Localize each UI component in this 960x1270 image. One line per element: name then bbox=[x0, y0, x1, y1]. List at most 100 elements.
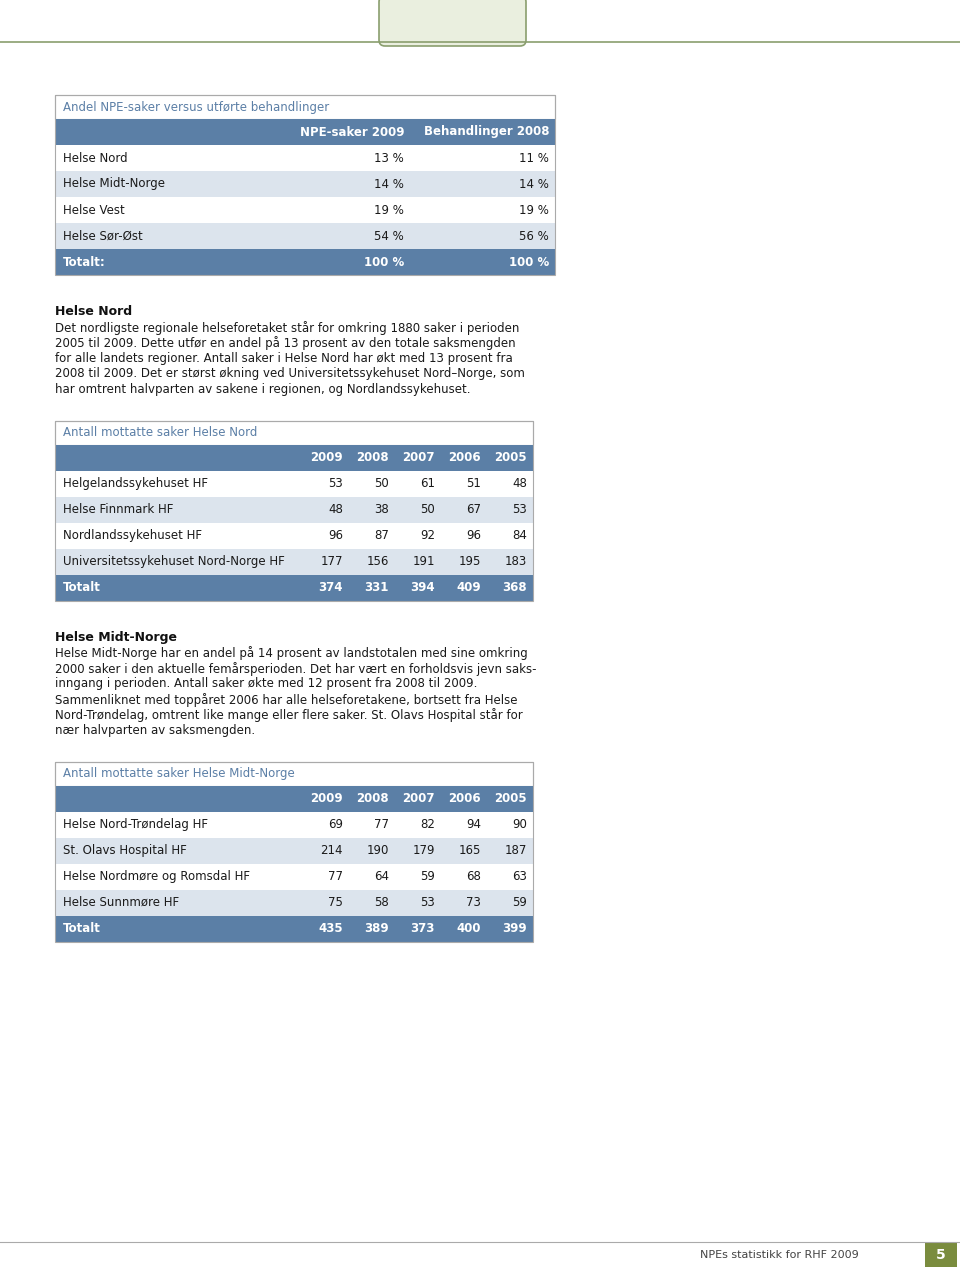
Text: 59: 59 bbox=[420, 870, 435, 883]
Text: 100 %: 100 % bbox=[509, 255, 549, 268]
Text: 54 %: 54 % bbox=[374, 230, 404, 243]
FancyBboxPatch shape bbox=[55, 420, 533, 444]
Text: 96: 96 bbox=[466, 530, 481, 542]
Text: 56 %: 56 % bbox=[519, 230, 549, 243]
Text: 400: 400 bbox=[457, 922, 481, 935]
Text: Totalt: Totalt bbox=[63, 922, 101, 935]
Text: 373: 373 bbox=[411, 922, 435, 935]
Text: 53: 53 bbox=[513, 503, 527, 516]
Text: 331: 331 bbox=[365, 580, 389, 594]
Text: Sammenliknet med toppåret 2006 har alle helseforetakene, bortsett fra Helse: Sammenliknet med toppåret 2006 har alle … bbox=[55, 693, 517, 707]
Text: for alle landets regioner. Antall saker i Helse Nord har økt med 13 prosent fra: for alle landets regioner. Antall saker … bbox=[55, 352, 513, 364]
FancyBboxPatch shape bbox=[55, 916, 533, 941]
Text: 2008: 2008 bbox=[356, 451, 389, 464]
Text: Helse Nord: Helse Nord bbox=[55, 305, 132, 318]
Text: 82: 82 bbox=[420, 818, 435, 831]
Text: 190: 190 bbox=[367, 845, 389, 857]
Text: 19 %: 19 % bbox=[519, 203, 549, 216]
FancyBboxPatch shape bbox=[925, 1243, 957, 1267]
Text: Antall mottatte saker Helse Nord: Antall mottatte saker Helse Nord bbox=[63, 425, 257, 439]
FancyBboxPatch shape bbox=[55, 864, 533, 889]
Text: Helse Midt-Norge: Helse Midt-Norge bbox=[63, 178, 165, 190]
Text: 92: 92 bbox=[420, 530, 435, 542]
Text: 96: 96 bbox=[328, 530, 343, 542]
FancyBboxPatch shape bbox=[55, 224, 555, 249]
FancyBboxPatch shape bbox=[55, 574, 533, 601]
Text: Helse Nord-Trøndelag HF: Helse Nord-Trøndelag HF bbox=[63, 818, 208, 831]
Text: 2007: 2007 bbox=[402, 792, 435, 805]
Text: inngang i perioden. Antall saker økte med 12 prosent fra 2008 til 2009.: inngang i perioden. Antall saker økte me… bbox=[55, 677, 477, 691]
Text: 59: 59 bbox=[512, 897, 527, 909]
Text: 51: 51 bbox=[467, 478, 481, 490]
Text: 214: 214 bbox=[321, 845, 343, 857]
Text: 13 %: 13 % bbox=[374, 151, 404, 165]
Text: 58: 58 bbox=[374, 897, 389, 909]
FancyBboxPatch shape bbox=[55, 522, 533, 549]
Text: 87: 87 bbox=[374, 530, 389, 542]
Text: 75: 75 bbox=[328, 897, 343, 909]
Text: St. Olavs Hospital HF: St. Olavs Hospital HF bbox=[63, 845, 187, 857]
Text: nær halvparten av saksmengden.: nær halvparten av saksmengden. bbox=[55, 724, 255, 737]
Text: 195: 195 bbox=[459, 555, 481, 568]
Text: 187: 187 bbox=[505, 845, 527, 857]
Text: 53: 53 bbox=[420, 897, 435, 909]
Text: Universitetssykehuset Nord-Norge HF: Universitetssykehuset Nord-Norge HF bbox=[63, 555, 285, 568]
Text: 183: 183 bbox=[505, 555, 527, 568]
FancyBboxPatch shape bbox=[55, 762, 533, 786]
Text: 435: 435 bbox=[319, 922, 343, 935]
Text: 2008: 2008 bbox=[356, 792, 389, 805]
Text: Nord-Trøndelag, omtrent like mange eller flere saker. St. Olavs Hospital står fo: Nord-Trøndelag, omtrent like mange eller… bbox=[55, 709, 523, 723]
Text: 5: 5 bbox=[936, 1248, 946, 1262]
FancyBboxPatch shape bbox=[379, 0, 526, 46]
FancyBboxPatch shape bbox=[55, 197, 555, 224]
Text: 90: 90 bbox=[512, 818, 527, 831]
Text: 77: 77 bbox=[328, 870, 343, 883]
FancyBboxPatch shape bbox=[55, 444, 533, 470]
FancyBboxPatch shape bbox=[55, 95, 555, 119]
Text: har omtrent halvparten av sakene i regionen, og Nordlandssykehuset.: har omtrent halvparten av sakene i regio… bbox=[55, 384, 470, 396]
Text: 2009: 2009 bbox=[310, 792, 343, 805]
Text: NPE-saker 2009: NPE-saker 2009 bbox=[300, 126, 404, 138]
Text: 2006: 2006 bbox=[448, 451, 481, 464]
Text: 48: 48 bbox=[328, 503, 343, 516]
Text: 177: 177 bbox=[321, 555, 343, 568]
FancyBboxPatch shape bbox=[55, 889, 533, 916]
FancyBboxPatch shape bbox=[55, 837, 533, 864]
Text: 409: 409 bbox=[456, 580, 481, 594]
Text: 2005: 2005 bbox=[494, 792, 527, 805]
Text: Totalt: Totalt bbox=[63, 580, 101, 594]
Text: 94: 94 bbox=[466, 818, 481, 831]
Text: Helse Midt-Norge: Helse Midt-Norge bbox=[55, 630, 177, 644]
FancyBboxPatch shape bbox=[55, 145, 555, 171]
Text: 14 %: 14 % bbox=[374, 178, 404, 190]
Text: 2005 til 2009. Dette utfør en andel på 13 prosent av den totale saksmengden: 2005 til 2009. Dette utfør en andel på 1… bbox=[55, 337, 516, 351]
Text: 389: 389 bbox=[365, 922, 389, 935]
Text: 2000 saker i den aktuelle femårsperioden. Det har vært en forholdsvis jevn saks-: 2000 saker i den aktuelle femårsperioden… bbox=[55, 662, 537, 676]
Text: 191: 191 bbox=[413, 555, 435, 568]
Text: 394: 394 bbox=[410, 580, 435, 594]
Text: Helse Vest: Helse Vest bbox=[63, 203, 125, 216]
Text: Helse Nord: Helse Nord bbox=[63, 151, 128, 165]
Text: 100 %: 100 % bbox=[364, 255, 404, 268]
Text: 84: 84 bbox=[512, 530, 527, 542]
Text: 19 %: 19 % bbox=[374, 203, 404, 216]
Text: 156: 156 bbox=[367, 555, 389, 568]
Text: Antall mottatte saker Helse Midt-Norge: Antall mottatte saker Helse Midt-Norge bbox=[63, 767, 295, 780]
Text: Det nordligste regionale helseforetaket står for omkring 1880 saker i perioden: Det nordligste regionale helseforetaket … bbox=[55, 321, 519, 335]
Text: Helse Sør-Øst: Helse Sør-Øst bbox=[63, 230, 143, 243]
Text: Helgelandssykehuset HF: Helgelandssykehuset HF bbox=[63, 478, 208, 490]
Text: 2007: 2007 bbox=[402, 451, 435, 464]
Text: NPEs statistikk for RHF 2009: NPEs statistikk for RHF 2009 bbox=[700, 1250, 859, 1260]
Text: 68: 68 bbox=[467, 870, 481, 883]
FancyBboxPatch shape bbox=[55, 470, 533, 497]
FancyBboxPatch shape bbox=[55, 812, 533, 837]
FancyBboxPatch shape bbox=[55, 549, 533, 574]
Text: 53: 53 bbox=[328, 478, 343, 490]
Text: 50: 50 bbox=[420, 503, 435, 516]
Text: Nordlandssykehuset HF: Nordlandssykehuset HF bbox=[63, 530, 202, 542]
FancyBboxPatch shape bbox=[55, 171, 555, 197]
FancyBboxPatch shape bbox=[55, 119, 555, 145]
Text: 63: 63 bbox=[512, 870, 527, 883]
Text: 2005: 2005 bbox=[494, 451, 527, 464]
Text: 61: 61 bbox=[420, 478, 435, 490]
